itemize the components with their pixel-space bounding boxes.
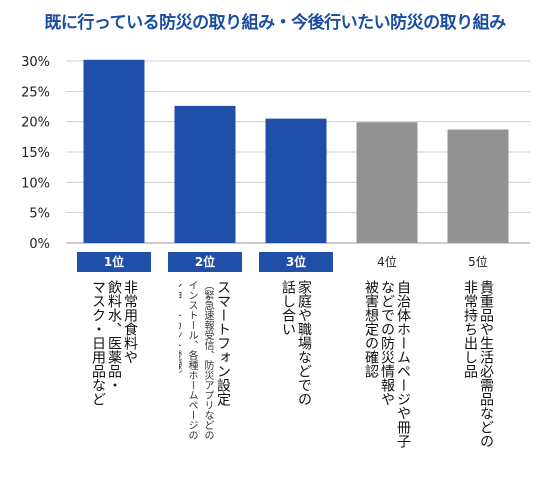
bar xyxy=(356,122,418,243)
y-tick-label: 30% xyxy=(21,55,50,70)
y-tick-label: 25% xyxy=(21,85,50,100)
rank-label: 3位 xyxy=(259,252,333,272)
category-label-sub: （緊急速報受信、防災アプリなどの インストール、各種ホームページの ショートカッ… xyxy=(179,280,213,440)
y-tick-label: 0% xyxy=(29,237,50,250)
bar xyxy=(83,59,145,243)
rank-label: 4位 xyxy=(377,255,397,269)
category-label: スマートフォン設定 （緊急速報受信、防災アプリなどの インストール、各種ホームペ… xyxy=(179,280,231,495)
category-label-main: 貴重品や生活必需品などの 非常持ち出し品 xyxy=(462,280,494,448)
y-tick-label: 20% xyxy=(21,116,50,131)
bar xyxy=(174,105,236,243)
category-label: 非常用食料や 飲料水、医薬品・ マスク・日用品など xyxy=(90,280,138,495)
bar xyxy=(447,129,509,243)
category-label: 貴重品や生活必需品などの 非常持ち出し品 xyxy=(462,280,494,495)
category-label-main: 自治体ホームページや冊子 などでの防災情報や 被害想定の確認 xyxy=(363,280,411,448)
chart-title: 既に行っている防災の取り組み・今後行いたい防災の取り組み xyxy=(44,13,506,33)
bar xyxy=(265,118,327,243)
rank-label: 5位 xyxy=(468,255,488,269)
category-label: 家庭や職場などでの 話し合い xyxy=(280,280,312,495)
bar-chart: 30% 25% 20% 15% 10% 5% 0% xyxy=(21,55,530,250)
rank-label: 2位 xyxy=(168,252,242,272)
category-label-main: 非常用食料や 飲料水、医薬品・ マスク・日用品など xyxy=(90,280,138,406)
category-label-main: スマートフォン設定 xyxy=(215,280,231,406)
rank-label: 1位 xyxy=(77,252,151,272)
category-label: 自治体ホームページや冊子 などでの防災情報や 被害想定の確認 xyxy=(363,280,411,495)
y-tick-label: 5% xyxy=(29,207,50,222)
category-label-main: 家庭や職場などでの 話し合い xyxy=(280,280,312,406)
y-tick-label: 15% xyxy=(21,146,50,161)
y-tick-label: 10% xyxy=(21,176,50,191)
